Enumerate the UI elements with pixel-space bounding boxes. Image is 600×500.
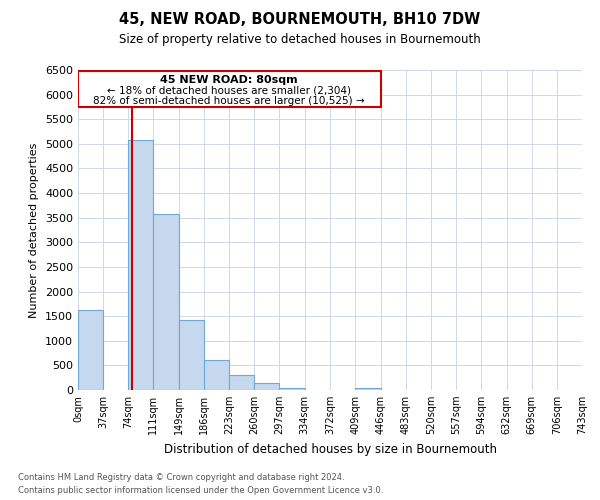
Bar [280, 388, 305, 390]
Bar [204, 360, 229, 390]
Text: Contains public sector information licensed under the Open Government Licence v3: Contains public sector information licen… [18, 486, 383, 495]
Text: Size of property relative to detached houses in Bournemouth: Size of property relative to detached ho… [119, 32, 481, 46]
Text: Contains HM Land Registry data © Crown copyright and database right 2024.: Contains HM Land Registry data © Crown c… [18, 474, 344, 482]
Bar [355, 388, 380, 390]
Bar [179, 320, 204, 390]
Text: 45, NEW ROAD, BOURNEMOUTH, BH10 7DW: 45, NEW ROAD, BOURNEMOUTH, BH10 7DW [119, 12, 481, 28]
Text: 82% of semi-detached houses are larger (10,525) →: 82% of semi-detached houses are larger (… [94, 96, 365, 106]
X-axis label: Distribution of detached houses by size in Bournemouth: Distribution of detached houses by size … [163, 442, 497, 456]
Bar [78, 71, 380, 107]
Text: 45 NEW ROAD: 80sqm: 45 NEW ROAD: 80sqm [160, 75, 298, 85]
Text: ← 18% of detached houses are smaller (2,304): ← 18% of detached houses are smaller (2,… [107, 86, 351, 96]
Y-axis label: Number of detached properties: Number of detached properties [29, 142, 40, 318]
Bar [254, 382, 280, 390]
Bar [153, 214, 179, 390]
Bar [128, 140, 153, 390]
Bar [229, 375, 254, 390]
Bar [78, 310, 103, 390]
